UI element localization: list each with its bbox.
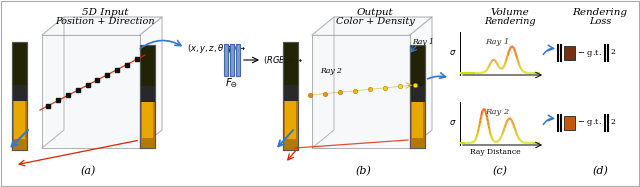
Polygon shape	[312, 17, 432, 35]
Text: Ray Distance: Ray Distance	[470, 148, 520, 156]
Text: $F_{\Theta}$: $F_{\Theta}$	[225, 76, 239, 90]
Polygon shape	[140, 45, 155, 86]
Text: Ray 1: Ray 1	[412, 38, 434, 46]
Polygon shape	[140, 17, 162, 148]
Polygon shape	[283, 42, 298, 85]
Polygon shape	[142, 102, 153, 138]
Text: Position + Direction: Position + Direction	[55, 17, 155, 26]
FancyBboxPatch shape	[236, 44, 241, 76]
Text: (a): (a)	[80, 166, 96, 176]
FancyBboxPatch shape	[564, 116, 575, 130]
Polygon shape	[410, 45, 425, 148]
Polygon shape	[140, 45, 155, 148]
Text: (c): (c)	[493, 166, 508, 176]
Polygon shape	[410, 102, 425, 148]
FancyBboxPatch shape	[564, 46, 575, 60]
Text: 2: 2	[610, 118, 615, 126]
Text: Color + Density: Color + Density	[335, 17, 414, 26]
Polygon shape	[410, 17, 432, 148]
Polygon shape	[410, 45, 425, 86]
Text: Output: Output	[356, 8, 394, 17]
Text: 5D Input: 5D Input	[82, 8, 128, 17]
Text: Volume: Volume	[491, 8, 529, 17]
Text: Ray 2: Ray 2	[320, 67, 342, 75]
Polygon shape	[12, 42, 27, 150]
Text: Rendering: Rendering	[573, 8, 627, 17]
Polygon shape	[42, 17, 162, 35]
Polygon shape	[283, 42, 298, 150]
Text: $-$ g.t.: $-$ g.t.	[577, 47, 602, 59]
Text: 2: 2	[610, 48, 615, 56]
Text: $(RGB\sigma)\rightarrow$: $(RGB\sigma)\rightarrow$	[263, 54, 303, 66]
Polygon shape	[312, 35, 410, 148]
Text: (d): (d)	[592, 166, 608, 176]
Text: Rendering: Rendering	[484, 17, 536, 26]
Text: Ray 1: Ray 1	[485, 38, 509, 46]
Polygon shape	[12, 101, 27, 150]
FancyBboxPatch shape	[230, 44, 234, 76]
Polygon shape	[285, 101, 296, 139]
Text: Loss: Loss	[589, 17, 611, 26]
Polygon shape	[42, 35, 140, 148]
FancyBboxPatch shape	[223, 44, 228, 76]
Polygon shape	[283, 101, 298, 150]
Text: $(x,y,z,\theta,\phi)\rightarrow$: $(x,y,z,\theta,\phi)\rightarrow$	[187, 42, 246, 54]
Text: $-$ g.t.: $-$ g.t.	[577, 117, 602, 128]
Polygon shape	[12, 42, 27, 85]
Polygon shape	[412, 102, 423, 138]
Text: $\sigma$: $\sigma$	[449, 47, 457, 56]
Text: Ray 2: Ray 2	[485, 108, 509, 116]
Text: $\sigma$: $\sigma$	[449, 117, 457, 126]
Polygon shape	[14, 101, 25, 139]
Polygon shape	[140, 102, 155, 148]
Text: (b): (b)	[355, 166, 371, 176]
